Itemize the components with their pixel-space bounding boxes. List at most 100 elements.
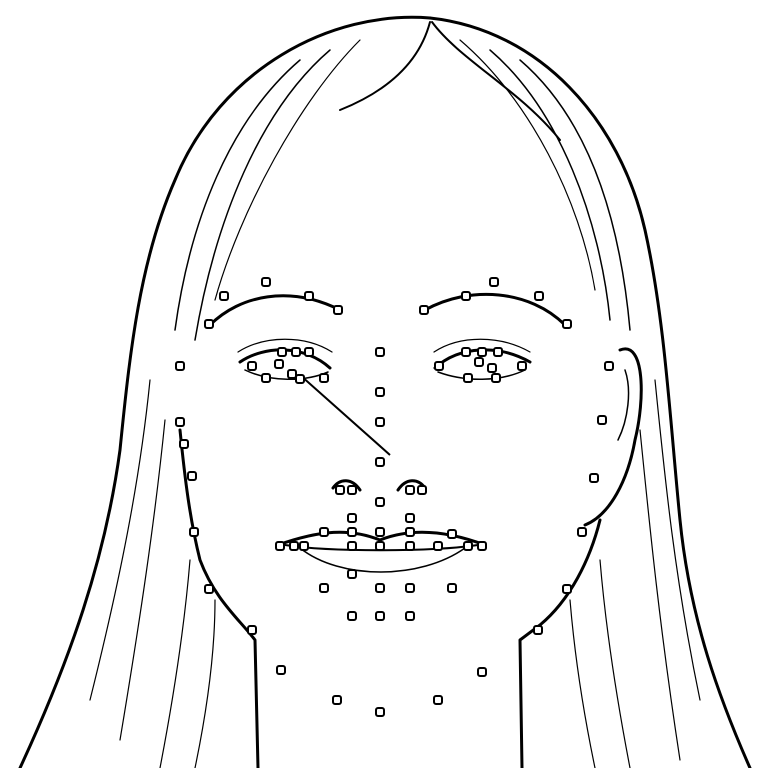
- landmark-point: [493, 347, 503, 357]
- right-ear: [583, 347, 643, 527]
- right-eye-lower-lid: [437, 369, 526, 380]
- landmark-point: [405, 583, 415, 593]
- landmark-point: [534, 291, 544, 301]
- landmark-point: [375, 707, 385, 717]
- landmark-point: [291, 347, 301, 357]
- hair-strand: [214, 39, 361, 301]
- landmark-point: [419, 305, 429, 315]
- landmark-point: [347, 611, 357, 621]
- landmark-point: [405, 485, 415, 495]
- jaw-left: [178, 428, 260, 768]
- landmark-point: [405, 513, 415, 523]
- landmark-point: [405, 541, 415, 551]
- landmark-point: [433, 695, 443, 705]
- face-contour: [178, 347, 643, 768]
- hair-part-right: [431, 21, 561, 141]
- landmark-point: [289, 541, 299, 551]
- hair-strand: [159, 559, 191, 768]
- hair-strand: [569, 599, 596, 768]
- landmark-point: [375, 611, 385, 621]
- landmark-point: [375, 527, 385, 537]
- landmark-point: [347, 569, 357, 579]
- landmark-point: [175, 361, 185, 371]
- landmark-points: [175, 277, 614, 717]
- landmark-point: [189, 527, 199, 537]
- landmark-point: [477, 347, 487, 357]
- landmark-point: [405, 611, 415, 621]
- nose-mouth: [276, 479, 487, 573]
- landmark-point: [375, 497, 385, 507]
- hair-strand: [639, 429, 681, 761]
- landmark-point: [319, 527, 329, 537]
- landmark-point: [489, 277, 499, 287]
- landmark-point: [463, 373, 473, 383]
- landmark-point: [375, 583, 385, 593]
- left-eye-lower-lid: [244, 369, 329, 380]
- landmark-point: [375, 457, 385, 467]
- landmark-point: [247, 625, 257, 635]
- landmark-point: [261, 373, 271, 383]
- landmark-point: [333, 305, 343, 315]
- landmark-point: [347, 485, 357, 495]
- hair-outline-left: [18, 15, 432, 768]
- right-eye-crease: [433, 338, 531, 353]
- landmark-point: [347, 541, 357, 551]
- lower-lip: [299, 547, 466, 573]
- right-ear-inner: [617, 369, 630, 441]
- landmark-point: [517, 361, 527, 371]
- landmark-point: [434, 361, 444, 371]
- nose-left-nostril: [331, 479, 362, 492]
- landmark-point: [274, 359, 284, 369]
- landmark-point: [295, 374, 305, 384]
- landmark-point: [204, 584, 214, 594]
- landmark-point: [375, 387, 385, 397]
- landmark-point: [447, 529, 457, 539]
- landmark-point: [319, 373, 329, 383]
- landmark-point: [589, 473, 599, 483]
- landmark-point: [477, 541, 487, 551]
- hair-strand: [119, 419, 166, 741]
- landmark-point: [287, 369, 297, 379]
- landmark-point: [433, 541, 443, 551]
- landmark-point: [375, 347, 385, 357]
- landmark-point: [562, 584, 572, 594]
- landmark-point: [477, 667, 487, 677]
- landmark-point: [304, 347, 314, 357]
- landmark-point: [604, 361, 614, 371]
- landmark-point: [219, 291, 229, 301]
- landmark-point: [562, 319, 572, 329]
- landmark-point: [179, 439, 189, 449]
- hair-strand: [459, 39, 596, 291]
- hair-strand: [519, 59, 631, 331]
- landmark-point: [204, 319, 214, 329]
- landmark-point: [277, 347, 287, 357]
- landmark-point: [335, 485, 345, 495]
- hair-strand: [194, 49, 331, 341]
- hair-strand: [489, 49, 611, 321]
- landmark-point: [461, 291, 471, 301]
- landmark-point: [375, 541, 385, 551]
- hair-strand: [174, 59, 301, 331]
- landmark-point: [319, 583, 329, 593]
- landmark-point: [304, 291, 314, 301]
- landmark-point: [577, 527, 587, 537]
- right-eyebrow: [423, 292, 567, 327]
- landmark-point: [247, 361, 257, 371]
- hair-strand: [599, 559, 631, 768]
- landmark-point: [487, 363, 497, 373]
- landmark-point: [417, 485, 427, 495]
- hair-strand: [89, 379, 151, 701]
- hair-strand: [654, 379, 701, 701]
- landmark-point: [347, 527, 357, 537]
- landmark-point: [175, 417, 185, 427]
- landmark-point: [447, 583, 457, 593]
- landmark-point: [347, 513, 357, 523]
- landmark-point: [375, 417, 385, 427]
- hair-part: [339, 21, 431, 111]
- landmark-point: [275, 541, 285, 551]
- landmark-point: [491, 373, 501, 383]
- landmark-point: [474, 357, 484, 367]
- landmark-point: [332, 695, 342, 705]
